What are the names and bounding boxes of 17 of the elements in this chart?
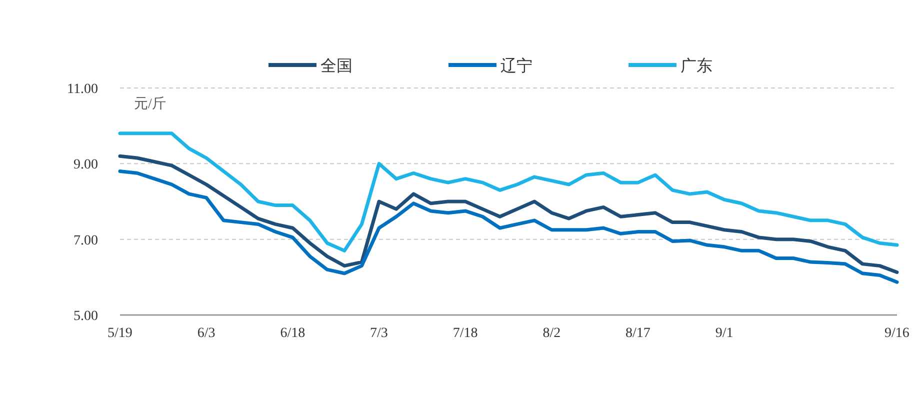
ylabel: 元/斤	[134, 97, 166, 112]
ytick: 9.00	[74, 158, 98, 173]
xtick: 7/18	[452, 326, 478, 341]
legend: 辽宁	[500, 58, 532, 75]
legend: 广东	[680, 58, 712, 75]
xtick: 7/3	[370, 326, 388, 341]
xtick: 6/3	[197, 326, 216, 341]
legend: 全国	[320, 58, 352, 75]
ytick: 7.00	[74, 233, 98, 248]
xtick: 8/17	[626, 326, 650, 341]
xtick: 8/2	[542, 326, 561, 341]
xtick: 6/18	[280, 326, 306, 341]
ytick: 5.00	[74, 309, 98, 324]
ytick: 11.00	[67, 82, 98, 97]
xtick: 9/1	[715, 326, 734, 341]
xtick: 5/19	[108, 326, 132, 341]
xtick: 9/16	[884, 326, 910, 341]
